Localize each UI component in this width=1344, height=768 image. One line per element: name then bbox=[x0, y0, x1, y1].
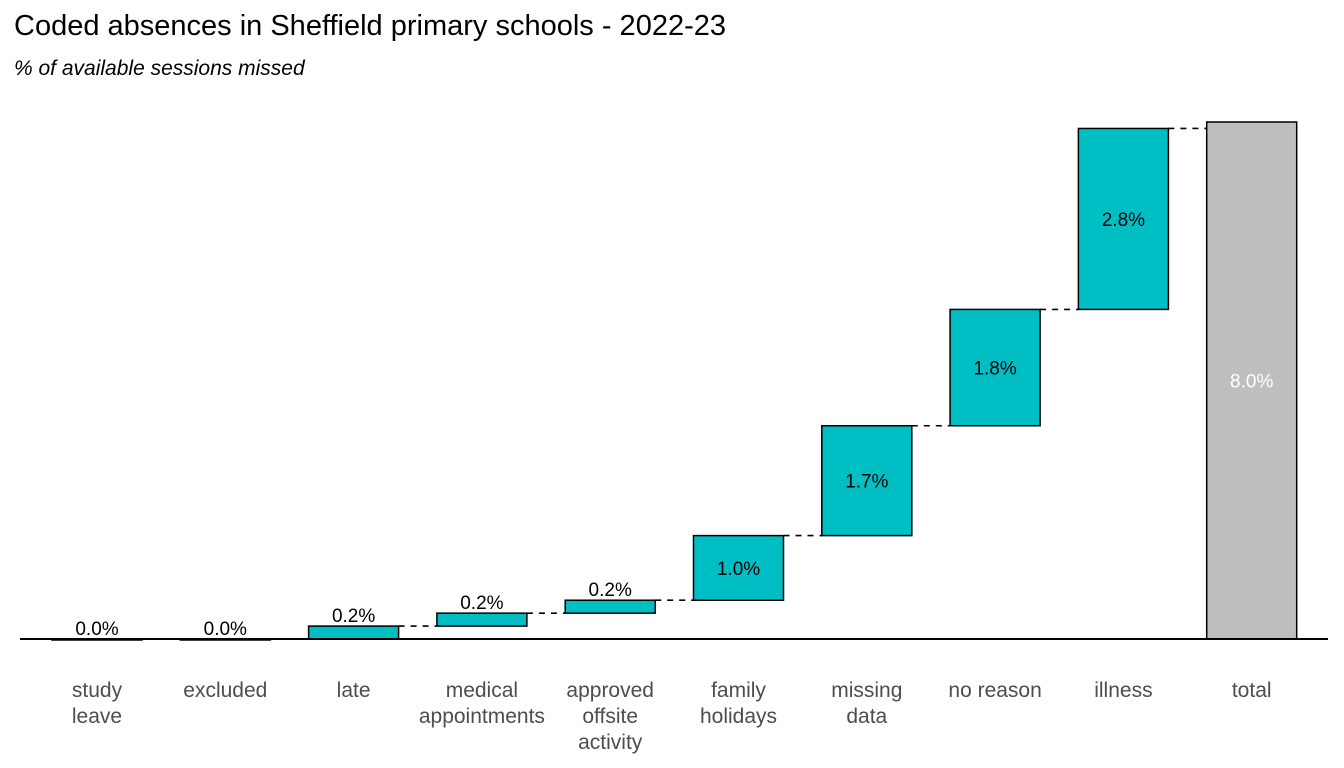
bar bbox=[307, 625, 400, 640]
category-label: total bbox=[1232, 679, 1272, 702]
bar-value-label: 0.0% bbox=[204, 619, 247, 640]
bar-value-label: 0.2% bbox=[332, 606, 375, 627]
category-label: excluded bbox=[183, 679, 267, 702]
category-label: illness bbox=[1094, 679, 1152, 702]
bar bbox=[436, 612, 528, 627]
bar-value-label: 0.2% bbox=[460, 593, 503, 614]
category-label: missing data bbox=[831, 679, 902, 728]
category-label: no reason bbox=[948, 679, 1041, 702]
bar bbox=[821, 424, 913, 537]
chart-title: Coded absences in Sheffield primary scho… bbox=[14, 10, 726, 42]
bar bbox=[949, 308, 1041, 427]
bar bbox=[1077, 127, 1170, 311]
bar-value-label: 8.0% bbox=[1230, 372, 1273, 393]
category-label: late bbox=[337, 679, 371, 702]
bar-value-label: 1.7% bbox=[845, 472, 888, 493]
bar-value-label: 1.0% bbox=[717, 559, 760, 580]
bar-value-label: 1.8% bbox=[973, 359, 1016, 380]
bar-total bbox=[1205, 121, 1298, 640]
category-label: medical appointments bbox=[419, 679, 545, 728]
bar bbox=[692, 534, 785, 601]
bar-value-label: 0.2% bbox=[589, 580, 632, 601]
chart-subtitle: % of available sessions missed bbox=[14, 57, 305, 80]
bar bbox=[564, 599, 656, 614]
bar-value-label: 2.8% bbox=[1102, 210, 1145, 231]
bar-value-label: 0.0% bbox=[75, 619, 118, 640]
category-label: approved offsite activity bbox=[566, 679, 654, 754]
category-label: study leave bbox=[72, 679, 123, 728]
category-label: family holidays bbox=[700, 679, 777, 728]
